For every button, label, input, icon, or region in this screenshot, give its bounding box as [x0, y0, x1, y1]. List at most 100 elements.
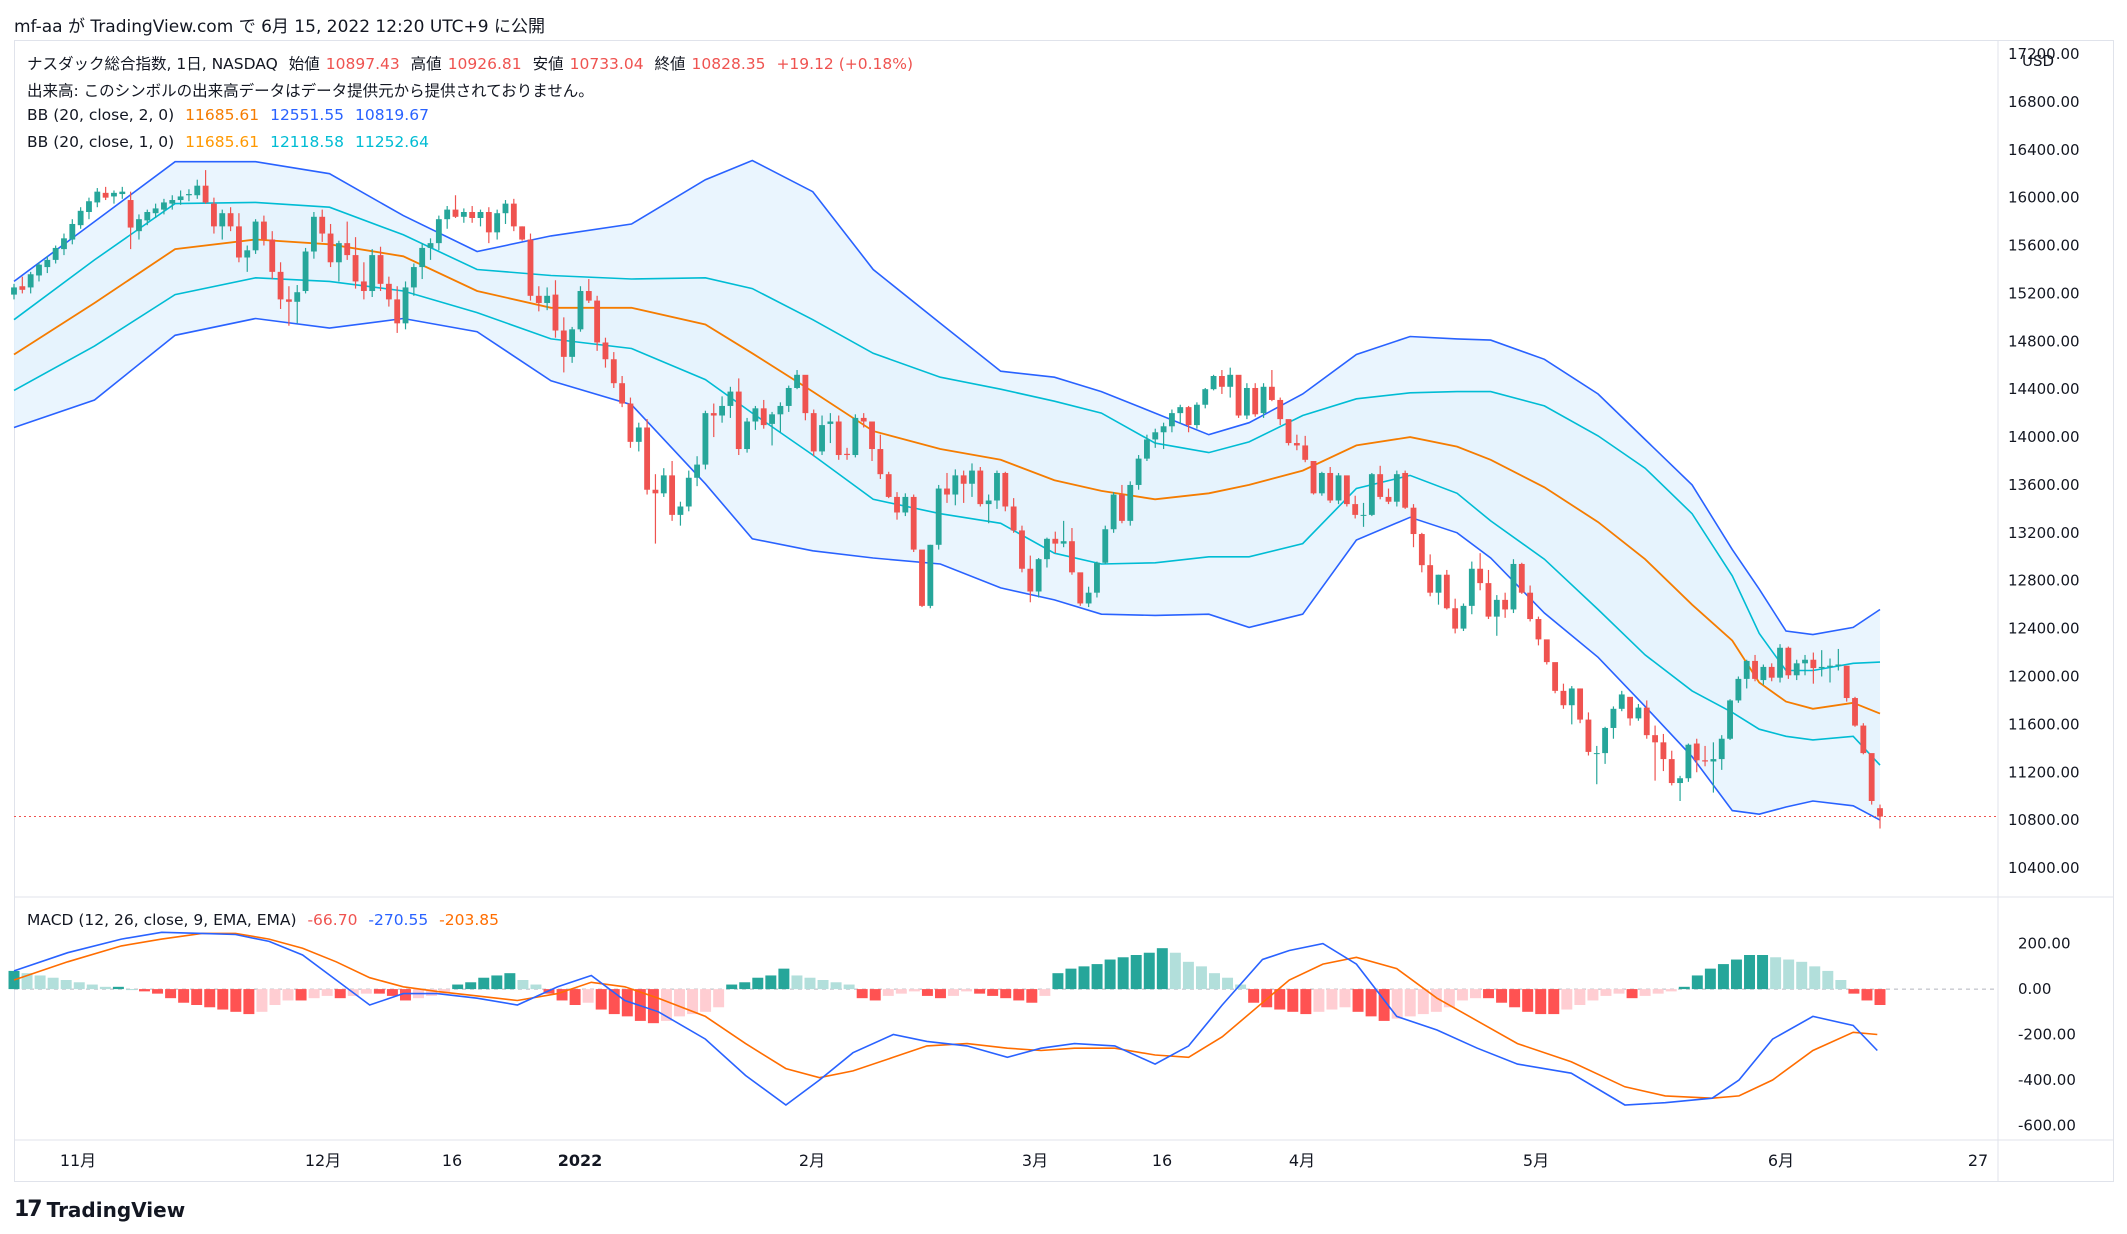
candle-body — [1268, 386, 1275, 400]
macd-hist-bar — [1078, 966, 1090, 990]
close-number: 10828.35 — [691, 55, 766, 73]
candle-body — [360, 281, 367, 292]
low-number: 10733.04 — [569, 55, 644, 73]
high-value: 高値 10926.81 — [411, 55, 522, 73]
chart-frame — [14, 40, 2114, 1182]
time-tick-label: 6月 — [1768, 1151, 1794, 1170]
candle-body — [1477, 568, 1484, 584]
candle-body — [785, 387, 792, 406]
candle-body — [1177, 407, 1184, 414]
candle-body — [460, 212, 467, 217]
candle-body — [1727, 700, 1733, 739]
bb2-legend[interactable]: BB (20, close, 1, 0) 11685.61 12118.58 1… — [27, 133, 435, 151]
macd-hist-bar — [1483, 989, 1495, 999]
price-tick-label: 15200.00 — [2008, 284, 2080, 302]
candle-body — [735, 391, 742, 450]
macd-hist-bar — [934, 989, 946, 999]
macd-hist-bar — [1652, 989, 1664, 994]
candle-body — [1535, 619, 1542, 640]
close-value: 終値 10828.35 — [655, 55, 766, 73]
macd-hist-bar — [73, 982, 85, 990]
candle-body — [1827, 665, 1833, 667]
candle-body — [1685, 744, 1692, 779]
macd-hist-bar — [1704, 968, 1716, 990]
candle-body — [610, 359, 617, 384]
macd-hist-bar — [373, 989, 385, 994]
macd-hist-bar — [1378, 989, 1390, 1021]
candle-body — [777, 405, 784, 415]
price-tick-label: 14400.00 — [2008, 380, 2080, 398]
candle-body — [236, 226, 242, 258]
candle-body — [494, 213, 501, 233]
candle-body — [1735, 678, 1742, 701]
candle-body — [169, 200, 176, 204]
macd-hist-bar — [569, 989, 581, 1005]
candle-body — [252, 221, 259, 251]
candle-body — [1810, 659, 1817, 669]
tradingview-footer[interactable]: 17 TradingView — [14, 1197, 185, 1222]
candle-body — [469, 212, 476, 218]
candle-body — [1593, 753, 1600, 755]
macd-hist-bar — [478, 977, 490, 990]
price-tick-label: 14800.00 — [2008, 332, 2080, 350]
macd-hist-bar — [99, 986, 111, 990]
macd-hist-bar — [1365, 989, 1377, 1017]
candle-body — [1610, 708, 1617, 728]
macd-legend[interactable]: MACD (12, 26, close, 9, EMA, EMA) -66.70… — [27, 911, 505, 929]
candle-body — [1277, 399, 1284, 420]
footer-brand: TradingView — [46, 1197, 186, 1222]
macd-hist-bar — [439, 989, 451, 994]
macd-hist-bar — [1339, 989, 1351, 1008]
macd-hist-bar — [1639, 989, 1651, 996]
macd-hist-bar — [191, 989, 203, 1005]
candle-body — [36, 264, 42, 276]
macd-signal-line — [13, 932, 1878, 1100]
candle-body — [327, 233, 334, 263]
candle-body — [244, 250, 251, 258]
candle-body — [985, 500, 992, 505]
candle-body — [194, 185, 201, 196]
bb1-legend[interactable]: BB (20, close, 2, 0) 11685.61 12551.55 1… — [27, 106, 435, 124]
macd-hist-bar — [1456, 989, 1468, 1001]
candle-body — [1218, 376, 1225, 387]
candle-body — [11, 287, 17, 295]
candle-body — [760, 408, 767, 426]
site-name[interactable]: TradingView.com — [90, 17, 234, 37]
candle-body — [119, 191, 126, 195]
candle-body — [136, 219, 142, 232]
candle-body — [1643, 707, 1650, 736]
open-label: 始値 — [288, 55, 320, 73]
candle-body — [835, 421, 842, 456]
author-name[interactable]: mf-aa — [14, 17, 63, 37]
price-tick-label: 13200.00 — [2008, 524, 2080, 542]
candle-body — [852, 417, 859, 456]
macd-hist-bar — [608, 989, 620, 1015]
candle-body — [1010, 506, 1017, 531]
high-label: 高値 — [410, 55, 442, 73]
candle-body — [61, 238, 67, 250]
macd-hist-bar — [230, 989, 242, 1012]
symbol-title[interactable]: ナスダック総合指数, 1日, NASDAQ — [27, 55, 278, 73]
candle-body — [1069, 541, 1075, 573]
macd-label: MACD (12, 26, close, 9, EMA, EMA) — [27, 911, 297, 929]
candle-body — [1793, 663, 1800, 676]
macd-hist-bar — [1809, 966, 1821, 990]
macd-hist-bar — [112, 986, 124, 990]
candle-body — [1552, 662, 1559, 691]
macd-signal-value: -203.85 — [439, 911, 499, 929]
macd-hist-bar — [21, 973, 33, 990]
time-tick-label: 4月 — [1289, 1151, 1315, 1170]
candle-body — [627, 403, 634, 442]
macd-hist-bar — [908, 989, 920, 992]
macd-hist-bar — [726, 984, 738, 990]
candle-body — [1169, 413, 1175, 427]
candle-body — [802, 374, 809, 414]
candle-body — [52, 247, 59, 260]
macd-hist-bar — [595, 989, 607, 1010]
macd-hist-bar — [1287, 989, 1299, 1012]
candle-body — [1335, 475, 1342, 501]
candle-body — [161, 202, 167, 210]
candle-body — [827, 421, 834, 424]
macd-hist-bar — [1835, 980, 1847, 990]
